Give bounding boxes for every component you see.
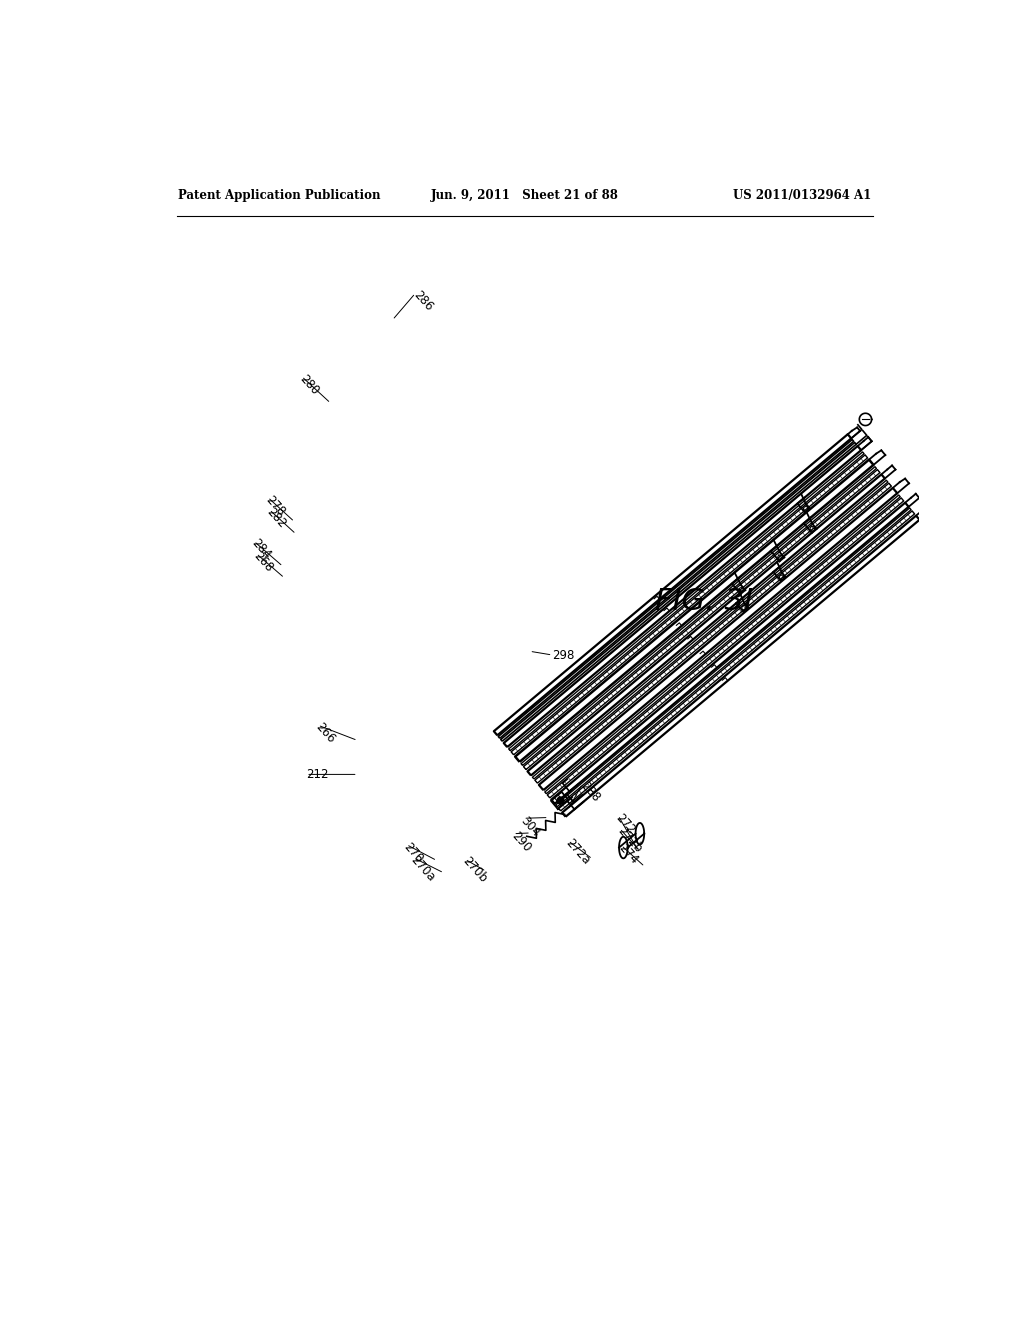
Text: 272b: 272b — [614, 824, 644, 855]
Text: 286: 286 — [411, 289, 435, 314]
Text: 284: 284 — [249, 537, 273, 562]
Text: 274: 274 — [616, 841, 641, 866]
Text: US 2011/0132964 A1: US 2011/0132964 A1 — [733, 189, 871, 202]
Text: 288: 288 — [578, 779, 602, 804]
Text: 272a: 272a — [563, 837, 593, 867]
Text: 280: 280 — [297, 372, 322, 397]
Text: 298: 298 — [553, 648, 574, 661]
Text: 304: 304 — [518, 814, 543, 840]
Text: 266: 266 — [313, 721, 338, 746]
Text: 270: 270 — [401, 840, 426, 866]
Text: 268: 268 — [251, 549, 275, 574]
Text: 272: 272 — [613, 810, 638, 837]
Text: Patent Application Publication: Patent Application Publication — [178, 189, 381, 202]
Text: 270b: 270b — [460, 855, 489, 886]
Text: 290: 290 — [509, 829, 534, 854]
Text: 212: 212 — [306, 768, 329, 781]
Text: 282: 282 — [264, 506, 289, 531]
Text: 278: 278 — [263, 492, 288, 519]
Text: 270a: 270a — [409, 853, 438, 884]
Text: FIG. 3I: FIG. 3I — [655, 586, 754, 615]
Text: Jun. 9, 2011   Sheet 21 of 88: Jun. 9, 2011 Sheet 21 of 88 — [431, 189, 618, 202]
